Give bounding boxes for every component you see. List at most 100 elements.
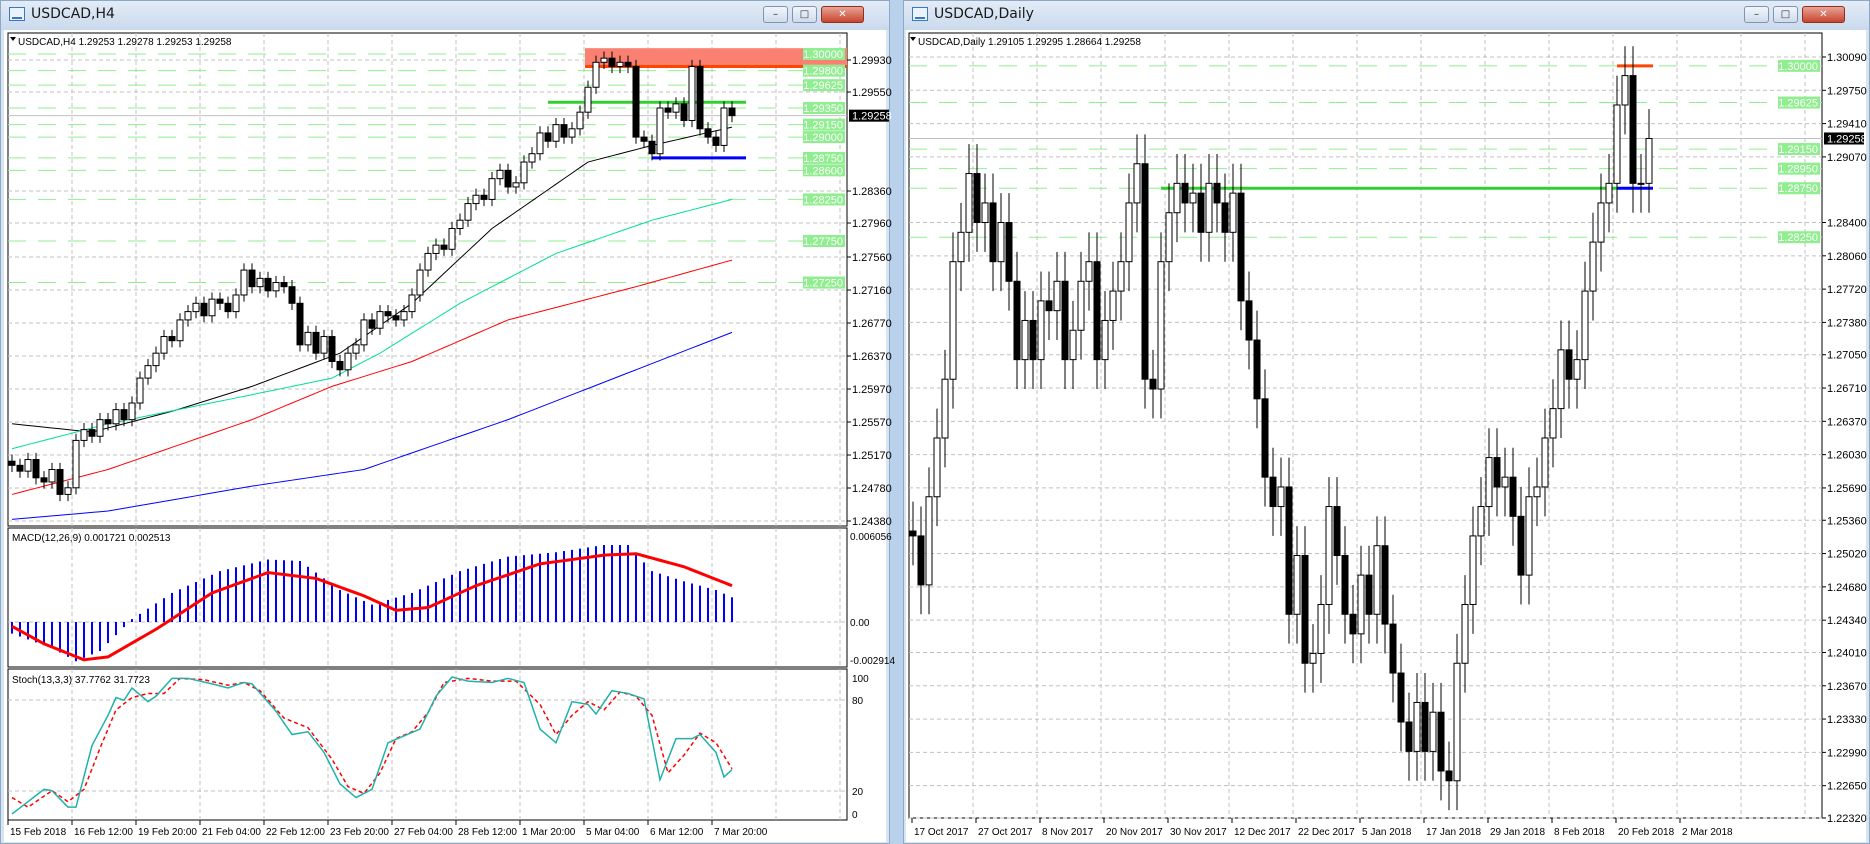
daily-window-titlebar[interactable]: USDCAD,Daily – □ ✕: [904, 1, 1869, 30]
daily-candle: [1501, 476, 1509, 488]
daily-candle: [1197, 192, 1205, 233]
daily-candle: [1405, 721, 1413, 752]
current-price-bg: [849, 109, 889, 122]
maximize-button[interactable]: □: [1773, 6, 1798, 23]
daily-candle: [1133, 163, 1141, 204]
daily-candle: [1189, 192, 1197, 204]
daily-candle: [933, 437, 941, 498]
level-label-bg: [803, 151, 845, 164]
price-axis-label: 1.24680: [1827, 582, 1867, 594]
price-axis-label: 1.26030: [1827, 450, 1867, 462]
close-button[interactable]: ✕: [821, 6, 864, 23]
daily-candle: [1317, 603, 1325, 654]
price-axis-label: 1.28360: [852, 186, 892, 198]
time-axis-label: 20 Feb 2018: [1618, 827, 1675, 838]
daily-candle: [1589, 241, 1597, 292]
price-axis-label: 1.29070: [1827, 152, 1867, 164]
daily-candle: [1605, 182, 1613, 204]
level-label: 1.28250: [1778, 232, 1818, 244]
h4-window-titlebar[interactable]: USDCAD,H4 – □ ✕: [1, 1, 889, 30]
moving-average-line: [11, 259, 733, 495]
daily-candle: [1125, 202, 1133, 263]
daily-candle: [1029, 319, 1037, 361]
h4-candle: [72, 439, 80, 489]
h4-candle: [176, 319, 184, 342]
h4-candle: [144, 365, 152, 379]
h4-candle: [640, 136, 648, 142]
h4-candle: [64, 487, 72, 495]
close-button[interactable]: ✕: [1802, 6, 1845, 23]
macd-axis-label: 0.006056: [850, 532, 892, 543]
time-axis-label: 12 Dec 2017: [1234, 827, 1291, 838]
daily-candle: [909, 530, 917, 537]
h4-candle: [448, 228, 456, 250]
minimize-button[interactable]: –: [1744, 6, 1769, 23]
time-axis-label: 5 Jan 2018: [1362, 827, 1412, 838]
level-label-bg: [1778, 231, 1820, 244]
daily-candle: [1381, 545, 1389, 625]
minimize-button[interactable]: –: [763, 6, 788, 23]
daily-candle: [1117, 261, 1125, 292]
chart-window-icon: [912, 7, 928, 21]
h4-candle: [224, 302, 232, 313]
daily-candle: [1613, 104, 1621, 184]
daily-candle: [957, 231, 965, 263]
price-axis-label: 1.24010: [1827, 647, 1867, 659]
h4-candle: [664, 107, 672, 113]
price-axis-label: 1.25570: [852, 417, 892, 429]
daily-candle: [1277, 486, 1285, 508]
h4-candle: [712, 136, 720, 146]
h4-candle: [88, 429, 96, 437]
daily-candle: [1541, 437, 1549, 488]
level-label-bg: [803, 48, 845, 60]
h4-candle: [688, 65, 696, 121]
macd-axis-label: -0.002914: [850, 656, 895, 667]
time-axis-label: 19 Feb 20:00: [138, 827, 197, 838]
price-axis-label: 1.27560: [852, 252, 892, 264]
current-price-label: 1.29258: [852, 111, 892, 123]
daily-candle: [1069, 329, 1077, 361]
h4-candle: [344, 352, 352, 371]
h4-candle: [488, 178, 496, 200]
daily-candle: [1181, 182, 1189, 204]
time-axis-label: 6 Mar 12:00: [650, 827, 704, 838]
price-axis-label: 1.24380: [852, 516, 892, 528]
h4-candle: [608, 57, 616, 67]
daily-candle: [1629, 75, 1637, 184]
price-axis-label: 1.22320: [1827, 813, 1867, 825]
current-price-label: 1.29258: [1827, 133, 1867, 145]
price-axis-label: 1.22650: [1827, 781, 1867, 793]
daily-candle: [1109, 290, 1117, 321]
h4-candle: [184, 311, 192, 321]
price-axis-label: 1.29550: [852, 87, 892, 99]
daily-candle: [1525, 496, 1533, 576]
time-axis-label: 30 Nov 2017: [1170, 827, 1227, 838]
time-axis-label: 2 Mar 2018: [1682, 827, 1733, 838]
daily-candle: [1149, 378, 1157, 390]
h4-candle: [512, 182, 520, 188]
daily-candle: [1045, 300, 1053, 312]
daily-candle: [1173, 182, 1181, 214]
level-label-bg: [803, 102, 845, 115]
collapse-triangle-icon: [10, 37, 16, 41]
daily-candle: [965, 173, 973, 233]
level-label: 1.29625: [803, 80, 843, 92]
level-label: 1.28600: [803, 165, 843, 177]
time-axis-label: 5 Mar 04:00: [586, 827, 640, 838]
price-axis-label: 1.29750: [1827, 85, 1867, 97]
daily-candle: [1301, 555, 1309, 664]
daily-candle: [1365, 574, 1373, 615]
h4-chart-header: USDCAD,H4 1.29253 1.29278 1.29253 1.2925…: [18, 37, 232, 48]
daily-candle: [1357, 574, 1365, 635]
daily-candle: [1533, 486, 1541, 498]
time-axis-label: 7 Mar 20:00: [714, 827, 768, 838]
h4-candle: [632, 65, 640, 138]
price-axis-label: 1.24780: [852, 483, 892, 495]
daily-candle: [1557, 349, 1565, 410]
maximize-button[interactable]: □: [792, 6, 817, 23]
level-label-bg: [803, 64, 845, 77]
level-label: 1.29800: [803, 66, 843, 78]
h4-candle: [520, 161, 528, 184]
level-label-bg: [803, 164, 845, 177]
